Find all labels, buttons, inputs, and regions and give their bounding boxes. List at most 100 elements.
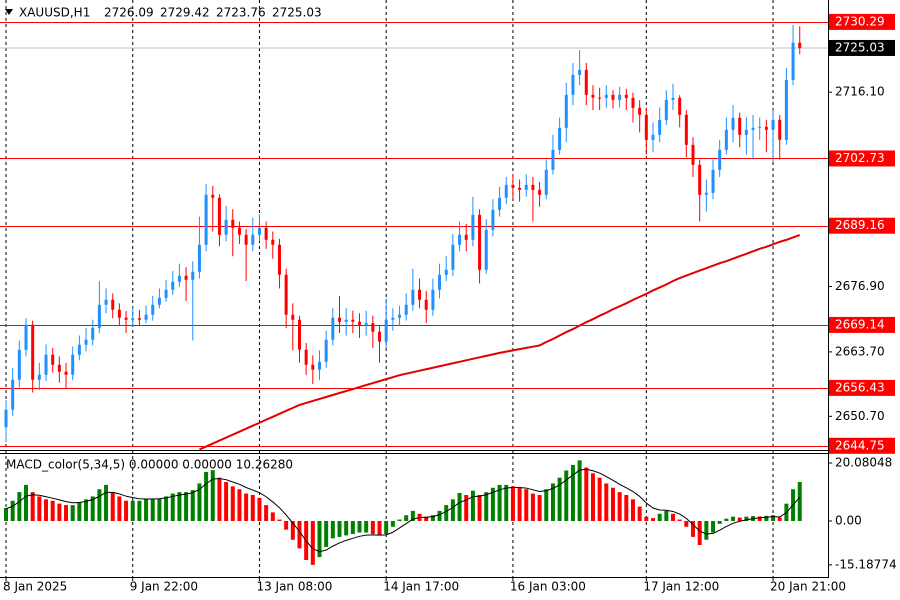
y-tick-label: 0.00 — [835, 513, 862, 527]
candle-body — [364, 323, 368, 325]
candle-body — [131, 318, 135, 320]
candle-body — [271, 239, 275, 245]
candle-body — [4, 409, 8, 428]
macd-bar — [204, 471, 209, 521]
candle-body — [24, 324, 28, 350]
macd-bar — [97, 489, 102, 521]
macd-bar — [70, 505, 75, 521]
macd-bar — [517, 487, 522, 521]
candle-body — [691, 144, 695, 165]
macd-bar — [90, 496, 95, 521]
candle-body — [518, 187, 522, 190]
candle-body — [538, 189, 542, 195]
macd-bar — [671, 513, 675, 521]
candle-body — [484, 229, 488, 270]
macd-bar — [630, 499, 635, 521]
macd-bar — [530, 493, 535, 521]
candle-body — [678, 97, 682, 115]
macd-bar — [130, 500, 135, 521]
candle-body — [391, 317, 395, 320]
menu-arrow[interactable] — [5, 9, 13, 15]
macd-bar — [704, 520, 709, 540]
candle-body — [37, 374, 41, 380]
candle-body — [511, 184, 515, 188]
macd-bar — [410, 510, 415, 521]
candle-body — [331, 317, 335, 340]
macd-bar — [624, 495, 629, 521]
candle-body — [731, 117, 735, 130]
macd-bar — [164, 496, 169, 521]
candle-body — [197, 244, 201, 272]
macd-bar — [310, 520, 315, 565]
macd-bar — [604, 483, 609, 521]
candle-body — [471, 214, 475, 240]
macd-bar — [324, 520, 329, 547]
level-label-box — [829, 316, 895, 333]
macd-bar — [564, 470, 569, 521]
macd-bar — [457, 492, 462, 521]
candle-body — [204, 194, 208, 245]
macd-bar — [197, 483, 202, 521]
candle-body — [504, 184, 508, 198]
macd-bar — [537, 495, 542, 521]
candle-body — [798, 42, 802, 48]
open-value: 2726.09 — [104, 6, 154, 20]
macd-bar — [570, 464, 575, 521]
macd-bar — [711, 520, 716, 533]
candle-body — [424, 299, 428, 310]
candle-body — [91, 327, 95, 340]
macd-bar — [677, 519, 682, 521]
x-tick-label: 9 Jan 22:00 — [130, 580, 198, 594]
candle-body — [311, 364, 315, 370]
y-tick-label: 20.08048 — [835, 455, 892, 469]
macd-bar — [24, 484, 29, 521]
price-label: 2725.03 — [835, 40, 885, 54]
candle-body — [711, 169, 715, 193]
macd-bar — [744, 516, 749, 521]
macd-bar — [691, 520, 696, 537]
candle-body — [591, 94, 595, 98]
candle-body — [117, 309, 121, 318]
candle-body — [31, 324, 35, 380]
macd-bar — [377, 520, 382, 536]
candle-body — [778, 119, 782, 140]
macd-panel — [4, 460, 832, 566]
macd-bar — [17, 492, 22, 521]
macd-bar — [37, 496, 42, 521]
macd-bar — [257, 497, 262, 521]
candle-body — [404, 304, 408, 315]
candle-body — [111, 299, 115, 310]
macd-bar — [524, 489, 529, 521]
macd-bar — [504, 484, 509, 521]
candle-body — [631, 97, 635, 108]
y-tick-label: 2650.70 — [835, 409, 885, 423]
x-tick-label: 13 Jan 08:00 — [256, 580, 332, 594]
macd-bar — [270, 512, 275, 521]
candle-body — [444, 269, 448, 275]
candle-body — [57, 364, 61, 372]
candle-body — [558, 127, 562, 150]
macd-bar — [544, 489, 549, 521]
candle-body — [758, 126, 762, 128]
candle-body — [11, 379, 15, 410]
candle-body — [458, 234, 462, 245]
macd-bar — [44, 499, 49, 521]
candle-body — [44, 354, 48, 375]
candle-body — [531, 184, 535, 190]
candle-body — [571, 74, 575, 95]
macd-bar — [350, 520, 355, 534]
macd-bar — [797, 482, 802, 521]
level-label-box — [829, 437, 895, 454]
candle-body — [291, 314, 295, 320]
x-tick-label: 8 Jan 2025 — [3, 580, 67, 594]
macd-bar — [30, 492, 35, 521]
level-label: 2656.43 — [835, 380, 885, 394]
candle-body — [751, 127, 755, 130]
macd-bar — [697, 520, 702, 545]
macd-bar — [384, 520, 389, 534]
level-label-box — [829, 379, 895, 396]
candle-body — [651, 134, 655, 140]
candle-body — [191, 271, 195, 280]
macd-bar — [184, 492, 189, 521]
